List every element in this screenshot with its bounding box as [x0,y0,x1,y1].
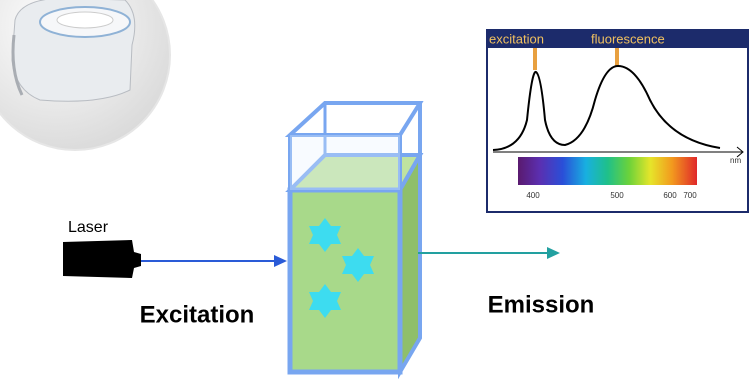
diagram: Laser Excitation Emission excitation flu… [0,0,750,379]
inset-fluorescence-label: fluorescence [591,31,665,46]
arrow-head [547,247,560,259]
instrument-photo [0,0,170,150]
inset-tick-label: 400 [526,191,540,200]
excitation-label: Excitation [140,301,255,328]
inset-excitation-label: excitation [489,31,544,46]
inset-tick-label: 700 [683,191,697,200]
arrow-head [274,255,287,267]
inset-unit: nm [730,156,741,165]
inset-tick-label: 600 [663,191,677,200]
laser [63,240,141,278]
spectrum-inset: excitation fluorescence nm 400 500 600 7… [487,30,748,212]
inset-tick-label: 500 [610,191,624,200]
cuvette [290,103,420,372]
emission-label: Emission [488,291,595,318]
laser-label: Laser [68,219,109,236]
